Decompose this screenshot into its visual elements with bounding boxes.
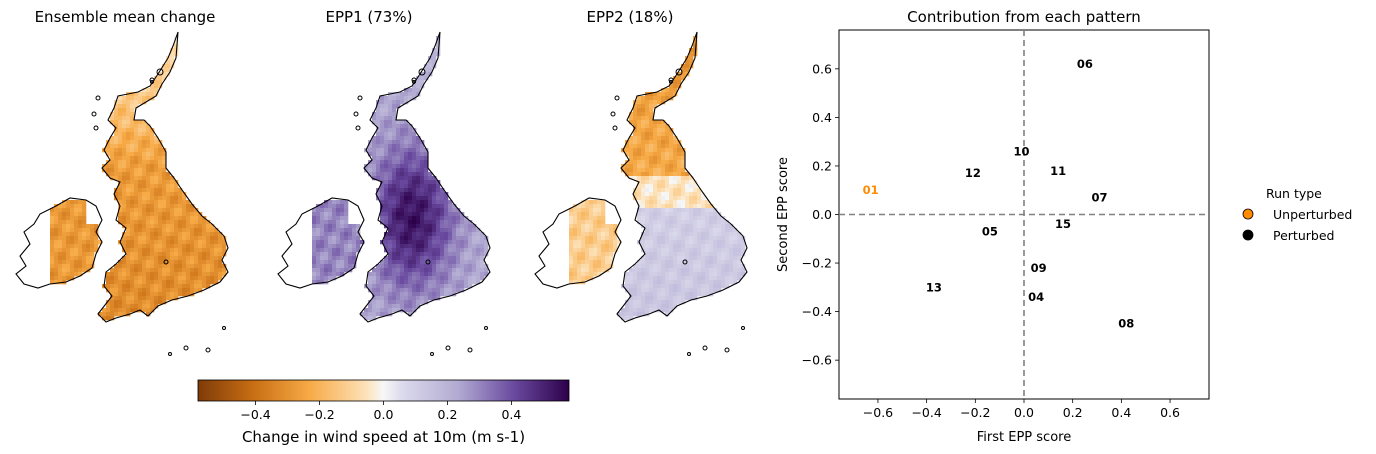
point-label: 13 — [926, 280, 942, 294]
point-label: 05 — [982, 224, 998, 238]
island-outline — [353, 111, 359, 117]
legend-entry-label: Unperturbed — [1273, 207, 1352, 222]
island-outline — [156, 68, 164, 76]
island-outline — [610, 111, 616, 117]
ireland-outline — [15, 197, 103, 289]
point-label: 15 — [1055, 217, 1071, 231]
point-label: 09 — [1031, 261, 1047, 275]
colorbar-tick-label: −0.4 — [240, 407, 270, 422]
island-outline — [445, 345, 451, 351]
y-tick-label: 0.2 — [812, 158, 832, 173]
island-outline — [418, 68, 426, 76]
island-outline — [357, 95, 363, 101]
map-ensemble-mean — [15, 31, 229, 356]
x-tick-label: 0.4 — [1111, 405, 1131, 420]
point-label: 07 — [1091, 191, 1107, 205]
legend-marker — [1242, 208, 1254, 220]
colorbar-label: Change in wind speed at 10m (m s-1) — [241, 428, 526, 446]
island-outline — [95, 95, 101, 101]
map-title-epp1: EPP1 (73%) — [325, 8, 413, 26]
island-outline — [614, 95, 620, 101]
island-outline — [411, 77, 417, 83]
island-outline — [355, 125, 361, 131]
island-outline — [163, 259, 169, 265]
x-tick-label: −0.4 — [911, 405, 941, 420]
x-tick-label: 0.0 — [1014, 405, 1034, 420]
x-tick-label: 0.2 — [1063, 405, 1083, 420]
point-label: 11 — [1050, 164, 1066, 178]
island-outline — [675, 68, 683, 76]
x-tick-label: 0.6 — [1160, 405, 1180, 420]
island-outline — [149, 77, 155, 83]
y-tick-label: 0.0 — [812, 207, 832, 222]
map-epp2 — [534, 31, 748, 356]
ireland-outline — [534, 197, 622, 289]
y-tick-label: −0.4 — [802, 304, 832, 319]
y-tick-label: −0.2 — [802, 256, 832, 271]
island-outline — [150, 80, 154, 84]
legend-entry-label: Perturbed — [1273, 228, 1334, 243]
point-label: 06 — [1077, 57, 1093, 71]
legend-title: Run type — [1266, 186, 1322, 201]
colorbar-tick-label: 0.2 — [438, 407, 458, 422]
point-label: 04 — [1028, 290, 1044, 304]
island-outline — [205, 347, 211, 353]
island-outline — [412, 80, 416, 84]
colorbar-tick-label: −0.2 — [304, 407, 334, 422]
scatter-title: Contribution from each pattern — [907, 8, 1141, 26]
ireland-outline — [277, 197, 365, 289]
x-tick-label: −0.2 — [960, 405, 990, 420]
island-outline — [702, 345, 708, 351]
great-britain-outline — [359, 31, 491, 323]
island-outline — [484, 326, 488, 330]
point-label: 08 — [1118, 317, 1134, 331]
map-field — [312, 36, 489, 321]
map-title-epp2: EPP2 (18%) — [586, 8, 674, 26]
island-outline — [91, 111, 97, 117]
island-outline — [668, 77, 674, 83]
great-britain-outline — [97, 31, 229, 323]
colorbar-tick-label: 0.4 — [501, 407, 521, 422]
island-outline — [741, 326, 745, 330]
island-outline — [222, 326, 226, 330]
y-axis-label: Second EPP score — [776, 157, 791, 272]
point-label: 10 — [1014, 144, 1030, 158]
x-tick-label: −0.6 — [863, 405, 893, 420]
colorbar-tick-label: 0.0 — [374, 407, 394, 422]
map-epp1 — [277, 31, 491, 356]
island-outline — [467, 347, 473, 353]
colorbar: −0.4 −0.2 0.0 0.2 0.4 — [197, 379, 570, 422]
island-outline — [682, 259, 688, 265]
x-axis-label: First EPP score — [977, 430, 1071, 445]
great-britain-outline — [616, 31, 748, 323]
island-outline — [724, 347, 730, 353]
island-outline — [93, 125, 99, 131]
y-tick-label: 0.6 — [812, 61, 832, 76]
map-field — [50, 36, 227, 321]
island-outline — [612, 125, 618, 131]
island-outline — [687, 352, 691, 356]
map-title-mean: Ensemble mean change — [34, 8, 216, 26]
y-tick-label: 0.4 — [812, 110, 832, 125]
point-label: 12 — [965, 166, 981, 180]
island-outline — [183, 345, 189, 351]
island-outline — [669, 80, 673, 84]
legend-marker — [1242, 229, 1254, 241]
island-outline — [425, 259, 431, 265]
island-outline — [168, 352, 172, 356]
point-label: 01 — [863, 183, 879, 197]
island-outline — [430, 352, 434, 356]
y-tick-label: −0.6 — [802, 353, 832, 368]
